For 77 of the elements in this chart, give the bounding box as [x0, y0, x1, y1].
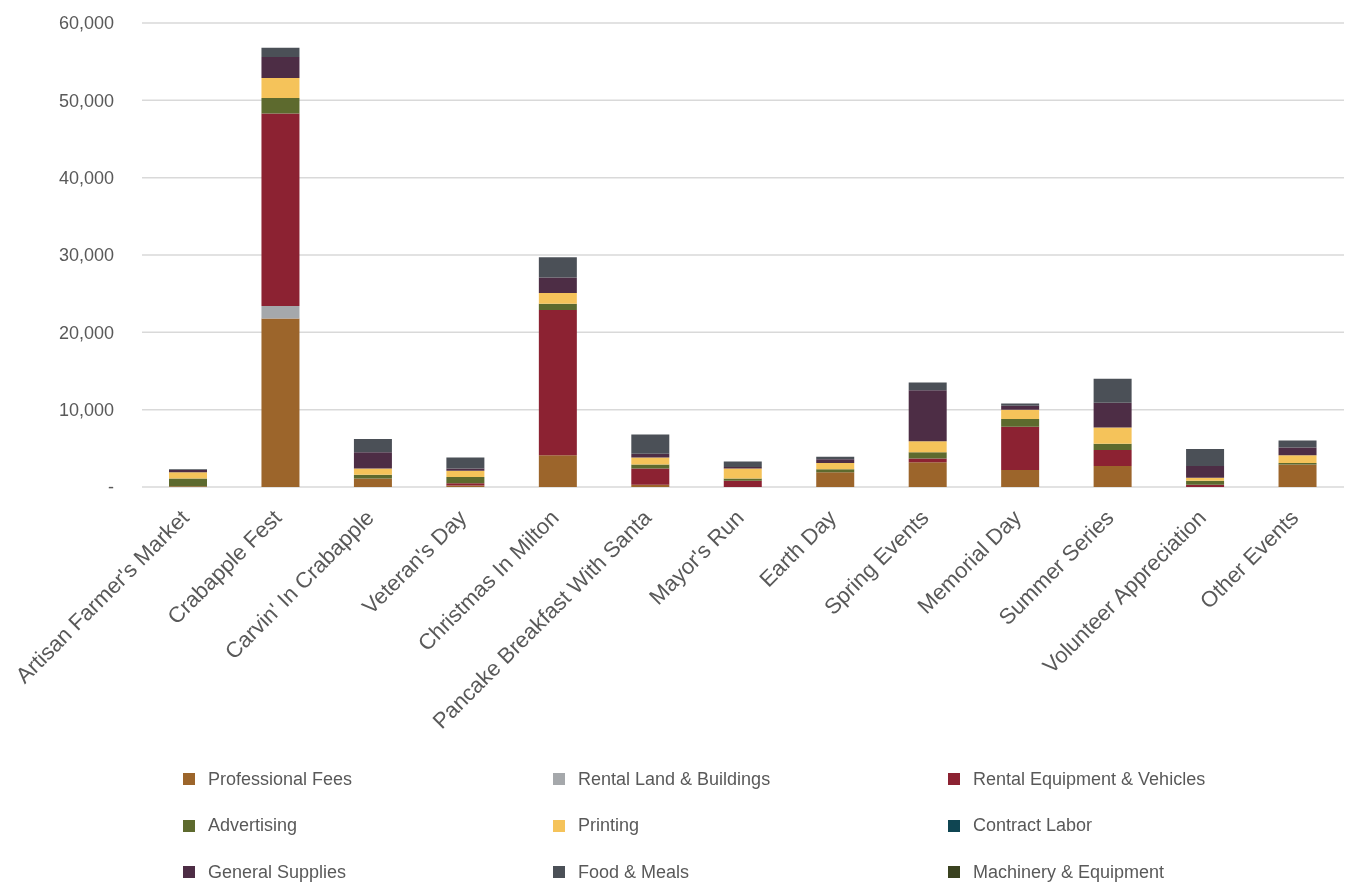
bar — [631, 468, 670, 485]
bar — [908, 452, 947, 459]
bar — [169, 478, 207, 487]
bar — [1186, 477, 1225, 481]
bar — [446, 457, 485, 469]
legend-label: General Supplies — [208, 861, 347, 883]
bar — [538, 455, 577, 487]
bar — [723, 461, 762, 467]
bar — [1093, 402, 1132, 428]
bar — [1186, 449, 1225, 467]
bar — [261, 318, 300, 487]
bar — [1278, 440, 1317, 448]
legend-label: Food & Meals — [578, 861, 690, 883]
bar — [816, 459, 855, 464]
bar — [1001, 409, 1040, 419]
bar — [169, 472, 207, 479]
bar — [1093, 449, 1132, 467]
bar — [538, 303, 577, 310]
bar — [538, 277, 577, 293]
legend-label: Advertising — [208, 815, 298, 837]
y-tick-label: 60,000 — [58, 13, 114, 34]
legend-label: Rental Land & Buildings — [578, 768, 771, 790]
bar — [1186, 466, 1225, 478]
bar — [1001, 405, 1040, 410]
bar — [631, 434, 670, 454]
y-tick-label: 50,000 — [58, 90, 114, 111]
y-tick-label: 20,000 — [58, 322, 114, 343]
bar — [538, 257, 577, 278]
y-tick-label: 40,000 — [58, 168, 114, 189]
bar — [723, 480, 762, 487]
bar — [446, 476, 485, 484]
bar — [353, 478, 392, 487]
legend-label: Rental Equipment & Vehicles — [973, 768, 1206, 790]
bar — [261, 98, 300, 114]
bar — [1278, 464, 1317, 487]
bar — [816, 469, 855, 473]
y-tick-label: 10,000 — [58, 400, 114, 421]
legend-label: Printing — [578, 815, 640, 837]
bar — [908, 462, 947, 487]
bar — [261, 306, 300, 319]
bar — [1001, 469, 1040, 487]
bar — [816, 463, 855, 470]
bar — [631, 453, 670, 458]
bar — [1093, 443, 1132, 450]
y-tick-label: 30,000 — [58, 245, 114, 266]
bar — [353, 439, 392, 453]
bar — [1186, 480, 1225, 485]
bar — [261, 57, 300, 78]
bar — [816, 472, 855, 487]
bar — [908, 390, 947, 442]
bar — [353, 452, 392, 469]
bar — [353, 468, 392, 475]
bar — [1093, 427, 1132, 444]
bar — [908, 458, 947, 463]
bar — [538, 309, 577, 456]
bar — [631, 457, 670, 465]
bar — [538, 292, 577, 304]
y-tick-label: - — [108, 477, 114, 498]
bar — [723, 478, 762, 481]
bar — [1278, 455, 1317, 464]
legend-label: Professional Fees — [208, 768, 353, 790]
bar — [908, 382, 947, 391]
bar — [261, 113, 300, 307]
legend-label: Contract Labor — [973, 815, 1093, 837]
bar — [723, 468, 762, 479]
bar — [1278, 447, 1317, 456]
bar — [1001, 403, 1040, 406]
bar — [261, 77, 300, 99]
bar — [446, 468, 485, 471]
bar — [1093, 378, 1132, 403]
bar — [1093, 466, 1132, 487]
bar — [261, 47, 300, 58]
legend-label: Machinery & Equipment — [973, 861, 1165, 883]
bar — [446, 470, 485, 477]
bar — [1001, 418, 1040, 427]
bar — [1001, 426, 1040, 470]
bar — [908, 441, 947, 453]
